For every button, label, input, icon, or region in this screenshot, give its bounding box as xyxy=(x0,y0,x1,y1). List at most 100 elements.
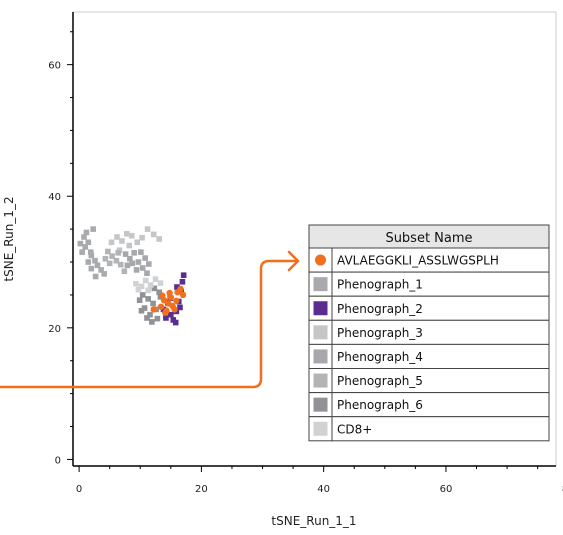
data-point xyxy=(177,304,183,311)
data-point xyxy=(147,311,153,318)
data-point xyxy=(139,292,146,298)
data-point xyxy=(168,311,174,318)
data-point xyxy=(160,306,167,313)
legend-marker xyxy=(313,325,328,340)
data-point xyxy=(162,309,169,316)
data-point xyxy=(121,268,128,275)
data-point xyxy=(117,261,124,268)
data-point xyxy=(124,262,131,269)
data-point xyxy=(92,257,98,264)
x-axis-ticks: 0 20 40 60 80 xyxy=(76,466,563,495)
data-point xyxy=(126,242,133,249)
data-point xyxy=(90,226,96,232)
data-point xyxy=(173,297,180,305)
data-point xyxy=(146,261,152,267)
data-point xyxy=(133,280,139,287)
data-point xyxy=(150,306,157,313)
data-point xyxy=(105,248,111,255)
legend-label: Phenograph_3 xyxy=(337,326,423,340)
data-point xyxy=(83,229,90,236)
legend-rows: AVLAEGGKLI_ASSLWGSPLH Phenograph_1 Phenogr… xyxy=(308,247,550,442)
y-tick-label: 0 xyxy=(55,455,61,466)
y-tick-label: 40 xyxy=(48,192,61,203)
data-point xyxy=(156,289,163,296)
data-point xyxy=(127,255,133,262)
data-point xyxy=(115,250,122,256)
data-point xyxy=(150,231,157,238)
legend-marker xyxy=(313,397,328,412)
data-point xyxy=(139,265,146,271)
data-point xyxy=(131,250,137,256)
x-tick-label: 20 xyxy=(195,484,208,495)
data-point xyxy=(150,300,156,307)
data-point xyxy=(77,240,84,247)
x-axis-title: tSNE_Run_1_1 xyxy=(271,514,356,528)
data-point xyxy=(94,262,101,269)
data-point xyxy=(145,296,152,302)
data-point xyxy=(171,306,178,313)
legend-marker xyxy=(313,277,328,292)
data-point xyxy=(108,239,115,246)
data-point xyxy=(139,234,145,241)
data-point xyxy=(102,255,109,262)
legend-marker xyxy=(313,301,328,316)
plot-area: 0 20 40 60 80 0 20 40 60 xyxy=(48,11,563,495)
data-point xyxy=(124,230,130,237)
data-point xyxy=(180,272,187,278)
legend-title: Subset Name xyxy=(385,231,472,246)
legend-label-cell xyxy=(331,271,550,297)
legend-label-cell xyxy=(331,368,550,394)
callout-arrowhead xyxy=(287,250,300,272)
data-point xyxy=(138,307,145,314)
data-point xyxy=(154,315,161,322)
legend-label-cell xyxy=(331,416,550,442)
legend-label: Phenograph_5 xyxy=(337,374,423,388)
x-tick-label: 80 xyxy=(562,484,563,495)
data-point xyxy=(156,236,163,242)
data-point xyxy=(88,252,95,259)
data-point xyxy=(122,251,129,257)
data-point xyxy=(133,267,140,273)
data-point xyxy=(109,253,115,259)
data-point xyxy=(138,283,145,290)
legend-label: AVLAEGGKLI_ASSLWGSPLH xyxy=(337,254,499,268)
data-point xyxy=(141,305,148,311)
legend-label-cell xyxy=(331,392,550,418)
data-point xyxy=(179,278,186,285)
data-point xyxy=(151,285,158,292)
legend-marker xyxy=(315,254,326,266)
callout-arrow-line xyxy=(0,259,298,389)
data-point xyxy=(128,232,135,239)
data-point xyxy=(145,287,152,294)
legend-label-cell xyxy=(331,319,550,345)
legend-label: Phenograph_1 xyxy=(337,278,423,292)
legend-label-cell xyxy=(331,247,550,273)
data-point xyxy=(135,259,142,265)
legend-label-cell xyxy=(331,343,550,369)
y-axis-ticks: 0 20 40 60 xyxy=(48,31,73,466)
x-tick-label: 40 xyxy=(317,484,330,495)
legend-label: Phenograph_4 xyxy=(337,350,423,364)
data-point xyxy=(147,282,154,288)
legend-marker xyxy=(313,373,328,388)
legend-label: CD8+ xyxy=(337,422,372,436)
legend-label-cell xyxy=(331,295,550,321)
data-point xyxy=(87,249,94,255)
data-point xyxy=(179,291,187,299)
data-point xyxy=(172,319,179,326)
data-point xyxy=(114,234,120,240)
data-point xyxy=(144,315,150,321)
data-point xyxy=(134,239,140,246)
legend-marker xyxy=(313,421,328,436)
data-point xyxy=(106,260,113,267)
y-tick-label: 20 xyxy=(48,324,61,335)
y-axis-title: tSNE_Run_1_2 xyxy=(2,196,16,281)
data-point xyxy=(144,270,150,277)
data-point xyxy=(163,315,169,321)
data-points xyxy=(77,226,187,326)
data-point xyxy=(98,267,104,273)
x-tick-label: 0 xyxy=(76,484,82,495)
data-point xyxy=(149,319,155,325)
data-point xyxy=(138,249,144,255)
